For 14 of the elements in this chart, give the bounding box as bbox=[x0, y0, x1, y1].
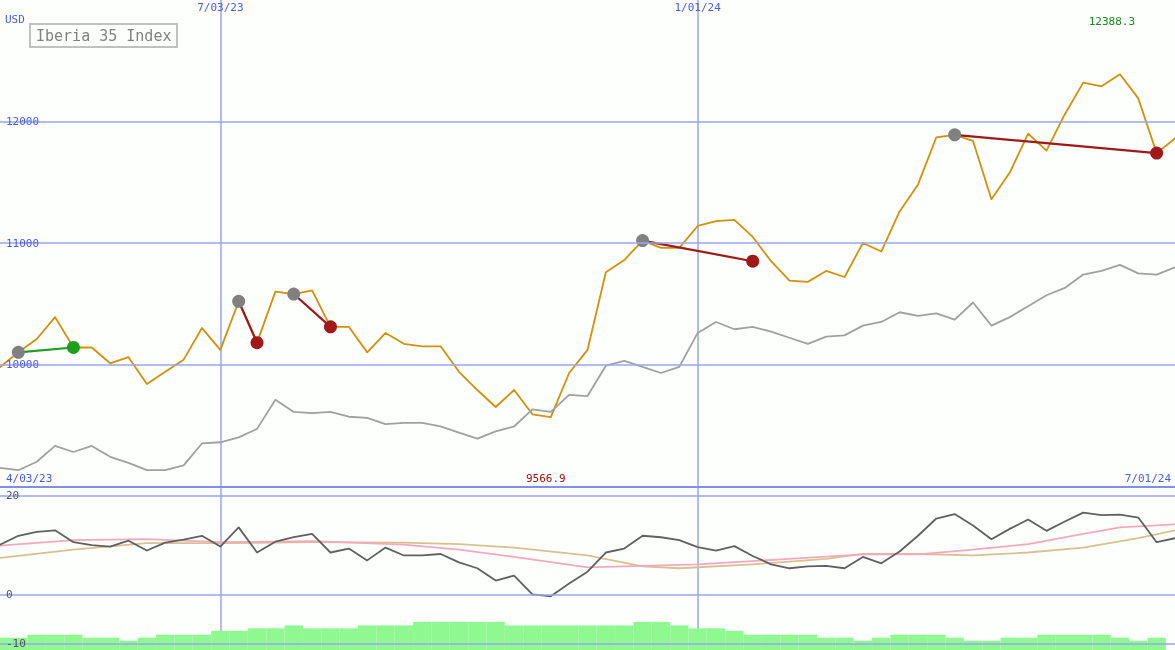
annotation: 9566.9 bbox=[526, 472, 566, 485]
y-tick-label: 0 bbox=[6, 587, 13, 601]
y-axis-title: USD bbox=[5, 13, 25, 26]
y-tick-label: 11000 bbox=[6, 236, 40, 250]
x-tick-label: 7/03/23 bbox=[197, 1, 244, 14]
annotation: 12388.3 bbox=[1088, 15, 1135, 28]
annotation: 7/01/24 bbox=[1124, 472, 1172, 485]
y-tick-label: 20 bbox=[6, 489, 20, 503]
y-tick-label: 10000 bbox=[6, 358, 40, 371]
y-tick-label: 12000 bbox=[6, 115, 40, 128]
annotation: 4/03/23 bbox=[6, 472, 53, 485]
text: Iberia 35 Index bbox=[36, 26, 172, 45]
y-tick-label: -10 bbox=[6, 637, 26, 650]
x-tick-label: 1/01/24 bbox=[674, 1, 722, 14]
